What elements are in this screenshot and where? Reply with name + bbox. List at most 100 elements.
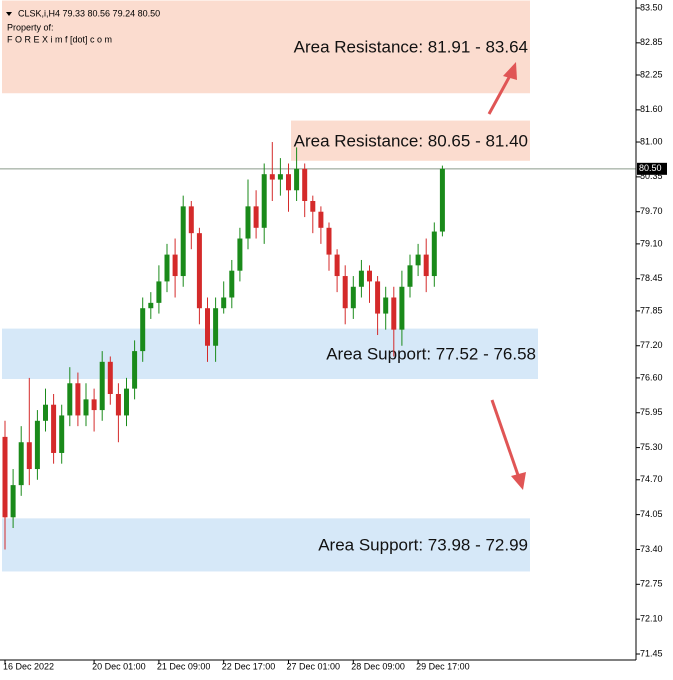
candle-body: [26, 442, 32, 470]
y-tick-label: 72.75: [640, 579, 663, 589]
candle-body: [277, 174, 283, 180]
candle-body: [164, 254, 170, 282]
candle-body: [156, 281, 162, 303]
candle-body: [342, 276, 348, 309]
candle-body: [51, 404, 57, 453]
candle-body: [229, 270, 235, 298]
candle-body: [196, 233, 202, 309]
menu-triangle: [6, 12, 12, 16]
x-tick-label: 16 Dec 2022: [3, 661, 54, 671]
arrow-down: [490, 399, 526, 490]
candle-body: [124, 388, 129, 416]
y-tick-label: 80.35: [640, 171, 663, 181]
candle-body: [269, 174, 275, 180]
candle-body: [132, 351, 138, 389]
candle-body: [115, 393, 121, 416]
candle-body: [415, 254, 421, 266]
zone-label: Area Resistance: 80.65 - 81.40: [294, 131, 528, 150]
candle-body: [67, 383, 73, 416]
y-tick-label: 79.70: [640, 206, 663, 216]
x-tick-label: 22 Dec 17:00: [222, 661, 276, 671]
candle-body: [326, 227, 332, 255]
candle-body: [294, 168, 300, 191]
candle-body: [439, 168, 445, 232]
symbol-header: CLSK,i,H4 79.33 80.56 79.24 80.50: [18, 8, 160, 18]
y-tick-label: 81.60: [640, 104, 663, 114]
x-tick-label: 27 Dec 01:00: [287, 661, 341, 671]
arrow-up: [487, 62, 517, 115]
candle-body: [172, 254, 178, 277]
y-tick-label: 73.40: [640, 544, 663, 554]
candle-body: [83, 399, 89, 416]
candle-body: [302, 168, 308, 201]
candles: [2, 142, 445, 550]
candle-body: [286, 174, 291, 191]
candle-body: [237, 238, 243, 271]
candle-body: [205, 308, 210, 346]
y-tick-label: 77.20: [640, 340, 663, 350]
candle-body: [188, 206, 194, 234]
y-tick-label: 74.05: [640, 509, 663, 519]
candle-body: [367, 270, 372, 282]
candle-body: [148, 302, 154, 309]
candle-body: [75, 383, 81, 416]
owner-line: Property of:: [7, 22, 54, 32]
zone-label: Area Support: 77.52 - 76.58: [326, 344, 536, 363]
y-tick-label: 74.70: [640, 474, 663, 484]
y-tick-label: 79.10: [640, 238, 663, 248]
candle-body: [10, 485, 16, 518]
y-tick-label: 75.95: [640, 407, 663, 417]
y-tick-label: 82.85: [640, 37, 663, 47]
candle-body: [383, 297, 389, 314]
candle-body: [407, 265, 413, 287]
candle-body: [140, 308, 146, 352]
x-tick-label: 20 Dec 01:00: [92, 661, 146, 671]
current-price-box: [637, 162, 667, 175]
y-tick-label: 78.45: [640, 273, 663, 283]
candle-body: [18, 442, 24, 486]
axes: 83.50 82.85 82.25 81.60 81.00 80.35 79.70 79.10…: [0, 2, 667, 671]
candle-body: [310, 200, 316, 212]
candle-body: [34, 420, 40, 470]
candle-body: [423, 254, 429, 277]
candle-body: [43, 404, 48, 421]
current-price-label: 80.50: [639, 163, 662, 173]
zone-label: Area Resistance: 81.91 - 83.64: [294, 37, 528, 56]
candle-body: [221, 297, 227, 309]
y-tick-label: 75.30: [640, 442, 663, 452]
candle-body: [107, 361, 113, 394]
y-tick-label: 82.25: [640, 69, 663, 79]
y-tick-label: 81.00: [640, 136, 663, 146]
candle-body: [2, 436, 8, 518]
candle-body: [358, 270, 364, 287]
x-tick-label: 21 Dec 09:00: [157, 661, 211, 671]
x-tick-label: 29 Dec 17:00: [416, 661, 470, 671]
zone: [291, 120, 530, 161]
y-tick-label: 83.50: [640, 2, 663, 12]
candle-body: [245, 206, 251, 239]
owner-line: F O R E X i m f [dot] c o m: [7, 34, 112, 44]
y-tick-label: 72.10: [640, 614, 663, 624]
candle-body: [318, 211, 324, 228]
y-tick-label: 71.45: [640, 648, 663, 658]
candle-body: [180, 206, 186, 277]
candle-body: [91, 399, 97, 411]
candle-body: [59, 415, 65, 453]
candle-body: [99, 361, 105, 411]
candle-body: [253, 206, 259, 228]
candle-body: [213, 308, 219, 346]
zone: [2, 0, 530, 94]
candle-body: [399, 286, 405, 330]
y-tick-label: 77.85: [640, 305, 663, 315]
zone: [2, 518, 530, 572]
candle-body: [350, 286, 356, 309]
y-tick-label: 76.60: [640, 372, 663, 382]
candle-body: [334, 254, 340, 277]
candle-body: [375, 281, 381, 314]
candle-body: [261, 174, 267, 228]
zones: Area Resistance: 81.91 - 83.64 Area Resis…: [2, 0, 538, 572]
candle-body: [431, 231, 437, 277]
zone: [2, 328, 538, 379]
